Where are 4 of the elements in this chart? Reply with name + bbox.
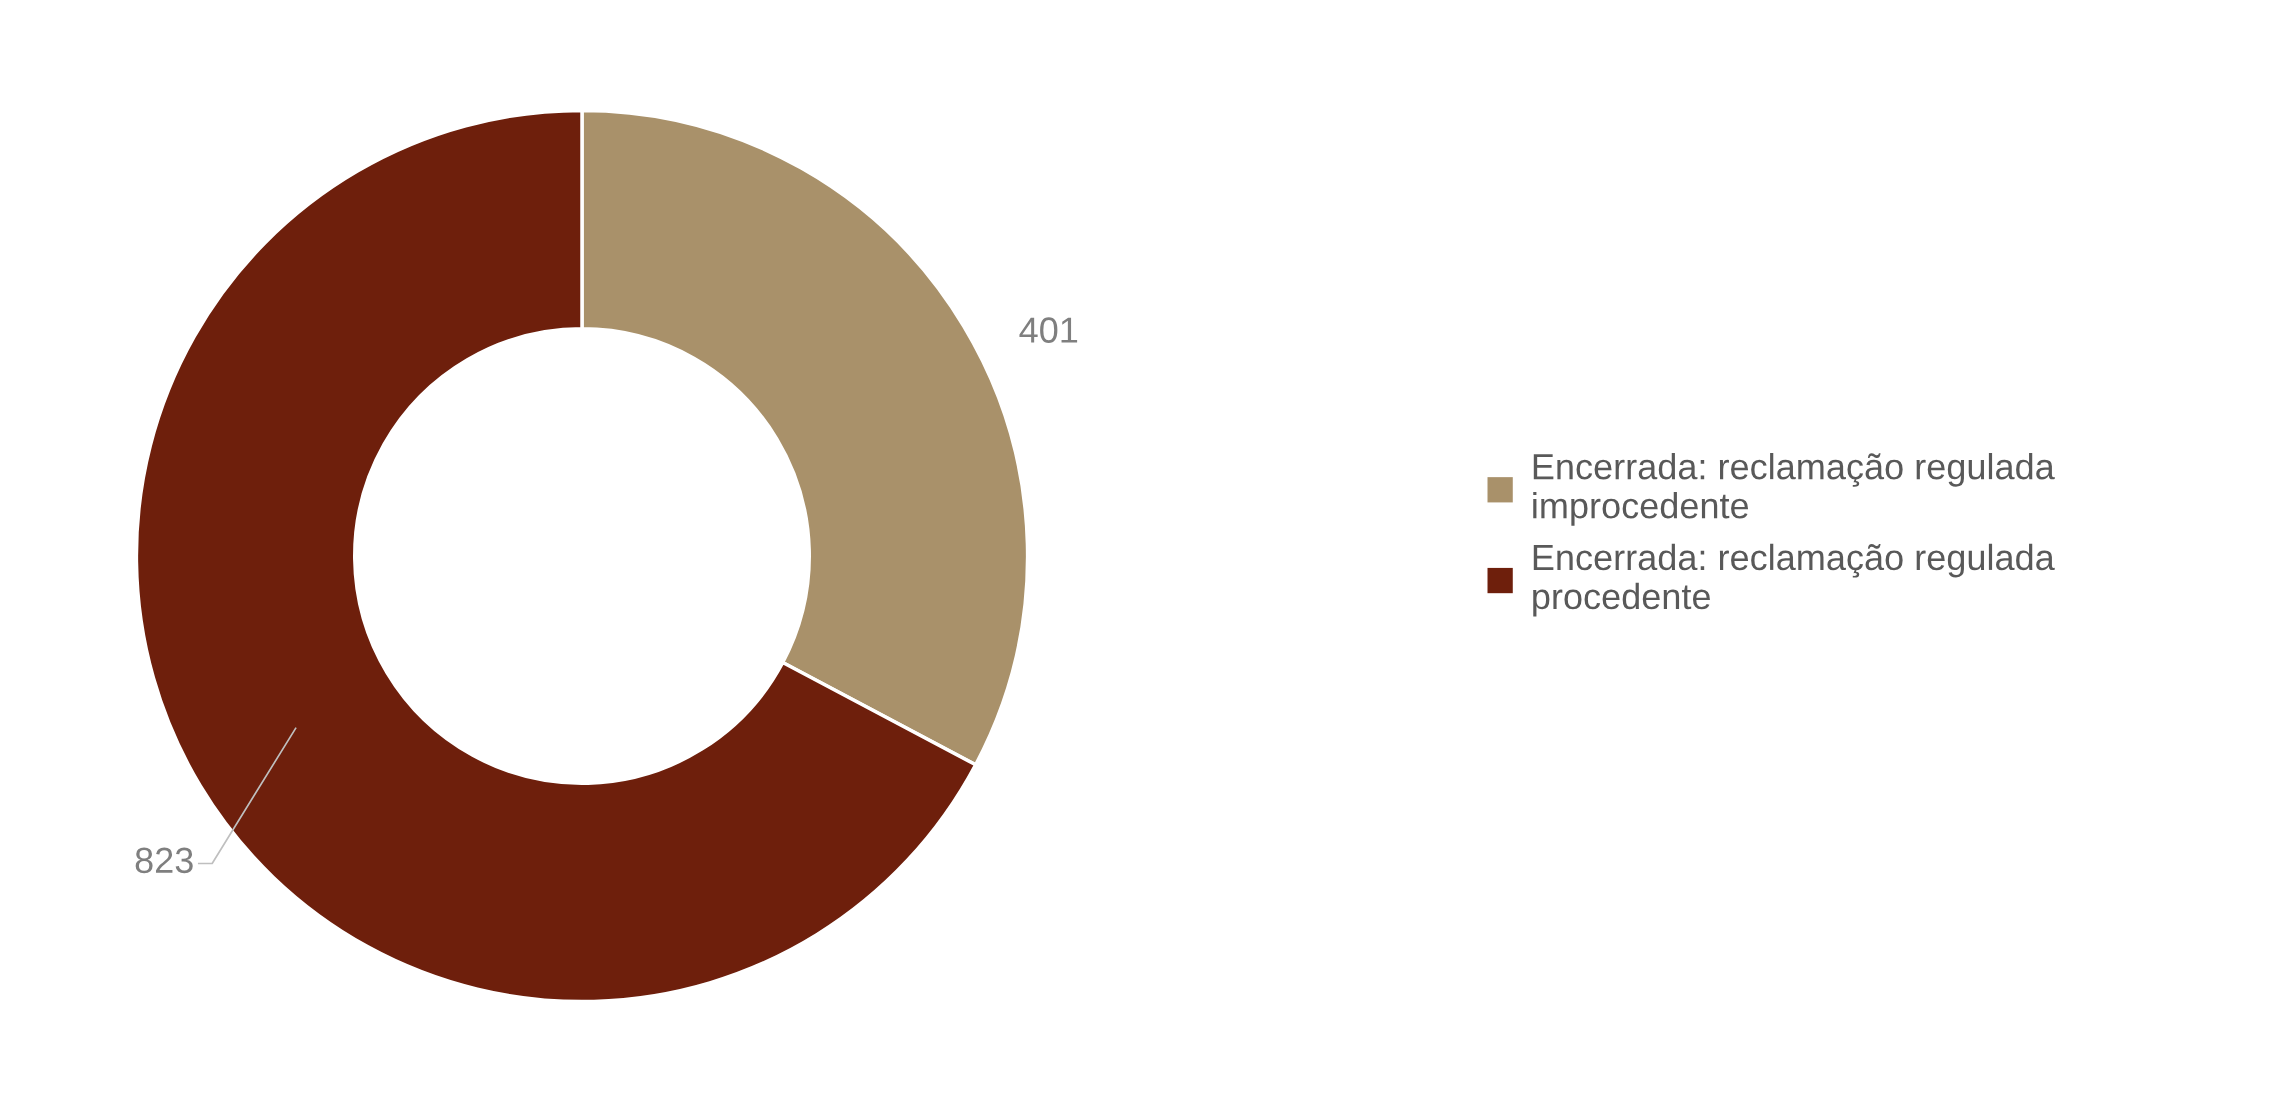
legend-label: Encerrada: reclamação regulada improcedente [1533,452,2055,526]
legend-label: Encerrada: reclamação regulada procedente [1533,543,2055,617]
data-label: 401 [1019,317,1078,343]
data-label: 823 [135,847,193,874]
